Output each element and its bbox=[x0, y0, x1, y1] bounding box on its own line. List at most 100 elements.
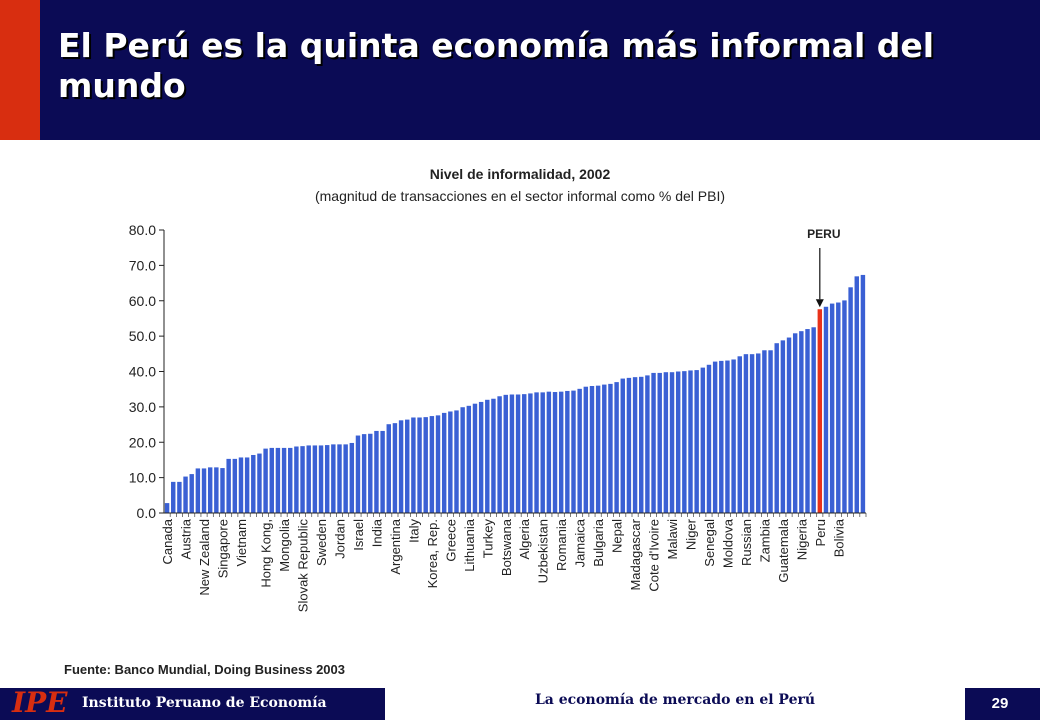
bar bbox=[386, 424, 391, 513]
bar bbox=[737, 356, 742, 513]
bar bbox=[595, 385, 601, 513]
bar bbox=[435, 415, 441, 513]
bar bbox=[263, 448, 268, 513]
x-tick-label: Sweden bbox=[314, 519, 329, 566]
source-note: Fuente: Banco Mundial, Doing Business 20… bbox=[64, 662, 345, 677]
bar bbox=[688, 370, 693, 513]
bar bbox=[645, 375, 650, 513]
bar bbox=[441, 412, 447, 513]
y-tick-label: 50.0 bbox=[129, 328, 156, 344]
y-tick-label: 70.0 bbox=[129, 257, 156, 273]
bar bbox=[343, 444, 348, 513]
bar bbox=[694, 370, 699, 513]
title-accent-strip bbox=[0, 0, 40, 140]
x-tick-label: Lithuania bbox=[462, 518, 477, 572]
bar bbox=[786, 337, 792, 513]
y-tick-label: 0.0 bbox=[137, 505, 157, 521]
bar bbox=[257, 453, 262, 513]
bar bbox=[546, 391, 552, 513]
bar bbox=[749, 354, 755, 513]
bar bbox=[540, 392, 545, 513]
x-tick-label: Singapore bbox=[216, 519, 231, 578]
bar bbox=[331, 444, 336, 513]
x-tick-label: Guatemala bbox=[776, 518, 791, 582]
bar bbox=[171, 481, 176, 513]
x-tick-label: Peru bbox=[813, 519, 828, 546]
x-tick-label: Slovak Republic bbox=[296, 519, 311, 613]
x-tick-label: Russian bbox=[739, 519, 754, 566]
x-tick-label: Uzbekistan bbox=[536, 519, 551, 583]
bar bbox=[164, 503, 170, 513]
bar bbox=[392, 423, 398, 513]
bar bbox=[429, 416, 435, 513]
bar bbox=[355, 435, 361, 513]
peru-annotation: PERU bbox=[807, 227, 840, 308]
x-tick-label: Malawi bbox=[665, 519, 680, 560]
bar bbox=[380, 430, 385, 513]
bar bbox=[602, 384, 607, 513]
bar bbox=[503, 394, 508, 513]
bar-highlight bbox=[817, 309, 823, 513]
bar bbox=[214, 467, 219, 513]
bar bbox=[238, 457, 244, 513]
bar bbox=[478, 401, 484, 513]
bar bbox=[608, 383, 613, 513]
bar bbox=[361, 434, 367, 513]
bar bbox=[491, 398, 496, 513]
chart-subtitle: (magnitud de transacciones en el sector … bbox=[314, 188, 726, 204]
y-tick-label: 20.0 bbox=[129, 434, 156, 450]
x-tick-label: Niger bbox=[684, 518, 699, 550]
x-tick-label: Vietnam bbox=[234, 519, 249, 566]
bar bbox=[805, 329, 810, 513]
x-tick-label: Algeria bbox=[517, 518, 532, 559]
bar bbox=[312, 445, 318, 513]
bar bbox=[663, 372, 669, 513]
bar bbox=[620, 378, 625, 513]
bar bbox=[756, 353, 761, 513]
highlight-label: PERU bbox=[807, 227, 840, 241]
bar bbox=[811, 327, 816, 513]
x-tick-label: Korea, Rep. bbox=[425, 519, 440, 588]
x-tick-label: Jamaica bbox=[573, 518, 588, 567]
footer-slogan: La economía de mercado en el Perú bbox=[534, 692, 816, 708]
organization-name: Instituto Peruano de Economía bbox=[82, 695, 327, 711]
bar bbox=[836, 302, 841, 513]
bar bbox=[725, 360, 730, 513]
bar bbox=[195, 468, 201, 513]
bar bbox=[712, 361, 718, 513]
y-tick-label: 40.0 bbox=[129, 364, 156, 380]
bar bbox=[300, 446, 305, 513]
y-tick-label: 30.0 bbox=[129, 399, 156, 415]
bar bbox=[368, 433, 373, 513]
bar bbox=[848, 287, 853, 513]
slide-title: El Perú es la quinta economía más inform… bbox=[58, 26, 935, 105]
bar bbox=[244, 457, 250, 513]
x-tick-label: Romania bbox=[554, 518, 569, 571]
x-tick-label: Zambia bbox=[757, 518, 772, 562]
bar bbox=[189, 474, 194, 513]
x-tick-label: Madagascar bbox=[628, 518, 643, 590]
x-tick-label: Austria bbox=[179, 518, 194, 559]
bar bbox=[639, 376, 644, 513]
bar bbox=[281, 447, 287, 513]
bar bbox=[405, 419, 410, 513]
bar bbox=[466, 405, 472, 513]
x-tick-label: Hong Kong, bbox=[259, 519, 274, 588]
bar bbox=[682, 371, 687, 513]
bar bbox=[669, 372, 675, 513]
x-tick-label: Nepal bbox=[610, 519, 625, 553]
bar bbox=[780, 340, 786, 513]
bar bbox=[842, 300, 847, 513]
footer-bar: IPE Instituto Peruano de Economía La eco… bbox=[0, 688, 1040, 720]
bar bbox=[232, 458, 238, 513]
bar bbox=[823, 306, 829, 513]
bar bbox=[675, 371, 681, 513]
bar bbox=[860, 274, 866, 513]
bar bbox=[528, 393, 533, 513]
bar bbox=[448, 411, 453, 513]
ipe-logo: IPE bbox=[12, 686, 68, 719]
y-axis: 0.0 10.0 20.0 30.0 40.0 50.0 60.0 70.0 80.0 bbox=[129, 222, 165, 521]
bar bbox=[288, 447, 293, 513]
bar bbox=[651, 372, 656, 513]
x-tick-label: Italy bbox=[406, 519, 421, 543]
